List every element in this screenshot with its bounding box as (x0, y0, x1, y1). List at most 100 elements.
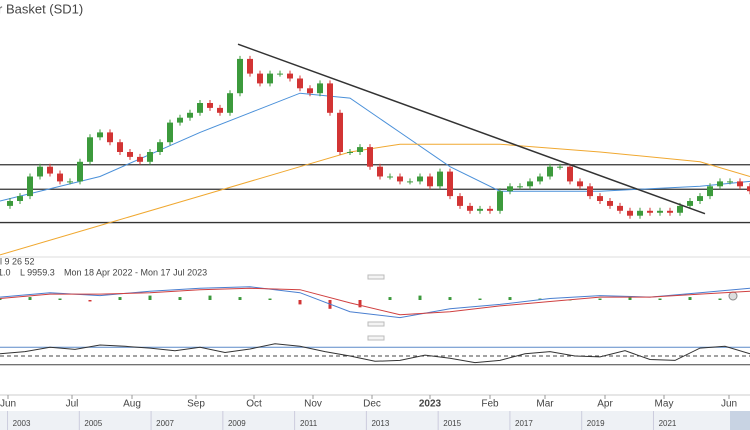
macd-bar (568, 300, 572, 301)
navigator[interactable] (0, 411, 750, 430)
navigator-label: 2013 (371, 419, 389, 428)
candle (27, 176, 33, 197)
candle (107, 132, 113, 143)
x-tick-label: Nov (304, 399, 322, 410)
macd-bar (148, 295, 152, 300)
candle (267, 73, 273, 84)
candle (687, 201, 693, 206)
x-tick-label: Aug (123, 399, 141, 410)
signal-line (0, 287, 750, 316)
macd-bar (658, 298, 662, 300)
navigator-label: 2009 (228, 419, 246, 428)
x-tick-label: Dec (363, 399, 381, 410)
trendline (237, 43, 706, 215)
macd-bar (388, 297, 392, 300)
candle (747, 186, 750, 192)
candle (357, 147, 363, 152)
candle (377, 166, 383, 177)
candle (587, 186, 593, 197)
candle (17, 196, 23, 201)
moving-average (0, 143, 750, 256)
macd-bar (418, 295, 422, 300)
candle (637, 210, 643, 216)
candle (287, 73, 293, 79)
navigator-label: 2015 (443, 419, 461, 428)
candle (307, 88, 313, 94)
candle (387, 176, 393, 178)
candle (337, 112, 343, 152)
candle (717, 181, 723, 187)
candle (527, 181, 533, 187)
candle (7, 201, 13, 206)
info-label: 1.0 (0, 267, 11, 277)
macd-bar (208, 295, 212, 300)
info-label: Mon 18 Apr 2022 - Mon 17 Jul 2023 (64, 267, 207, 277)
panel-handle[interactable] (367, 321, 385, 327)
candle (247, 58, 253, 74)
candle (537, 176, 543, 182)
candle (487, 208, 493, 211)
x-tick-label: Mar (536, 399, 554, 410)
candle (127, 152, 133, 157)
candle (467, 205, 473, 211)
macd-bar (238, 297, 242, 300)
candle (37, 166, 43, 177)
x-tick-label: Jun (721, 399, 737, 410)
candle (427, 176, 433, 187)
navigator-label: 2019 (587, 419, 605, 428)
candle (97, 132, 103, 138)
candle (677, 205, 683, 213)
candle (147, 152, 153, 162)
navigator-label: 2021 (659, 419, 677, 428)
rsi-line (0, 343, 750, 364)
candle (547, 166, 553, 177)
candle (367, 147, 373, 167)
macd-bar (118, 297, 122, 300)
panel-handle[interactable] (367, 335, 385, 341)
candle (447, 171, 453, 197)
x-tick-label: 2023 (419, 399, 442, 410)
candle (617, 205, 623, 211)
x-tick-label: Feb (481, 399, 499, 410)
moving-average (0, 92, 750, 202)
candle (647, 210, 653, 213)
navigator-selection[interactable] (730, 411, 750, 430)
chart-title: r Basket (SD1) (0, 1, 83, 16)
candle (457, 196, 463, 206)
candle (237, 58, 243, 94)
candle (437, 171, 443, 187)
panel-handle[interactable] (367, 274, 385, 280)
candle (117, 142, 123, 152)
candle (327, 83, 333, 113)
macd-bar (28, 297, 32, 300)
x-tick-label: Apr (597, 399, 613, 410)
candle (557, 166, 563, 168)
navigator-label: 2011 (300, 419, 318, 428)
candle (727, 181, 733, 183)
macd-bar (448, 297, 452, 300)
navigator-label: 2017 (515, 419, 533, 428)
macd-bar (0, 298, 2, 300)
candle (47, 166, 53, 174)
candle (407, 181, 413, 183)
macd-bar (58, 298, 62, 300)
candle (477, 208, 483, 211)
info-label: L 9959.3 (20, 267, 55, 277)
candle (627, 210, 633, 216)
candle (187, 112, 193, 118)
x-tick-label: Sep (187, 399, 205, 410)
candle (217, 107, 223, 113)
candle (157, 142, 163, 152)
candle (347, 152, 353, 153)
candle (57, 173, 63, 182)
navigator-label: 2003 (13, 419, 31, 428)
macd-bar (598, 298, 602, 300)
candle (87, 137, 93, 162)
macd-bar (508, 297, 512, 300)
marker (728, 291, 738, 301)
candle (697, 196, 703, 201)
candle (577, 181, 583, 187)
candle (397, 176, 403, 182)
